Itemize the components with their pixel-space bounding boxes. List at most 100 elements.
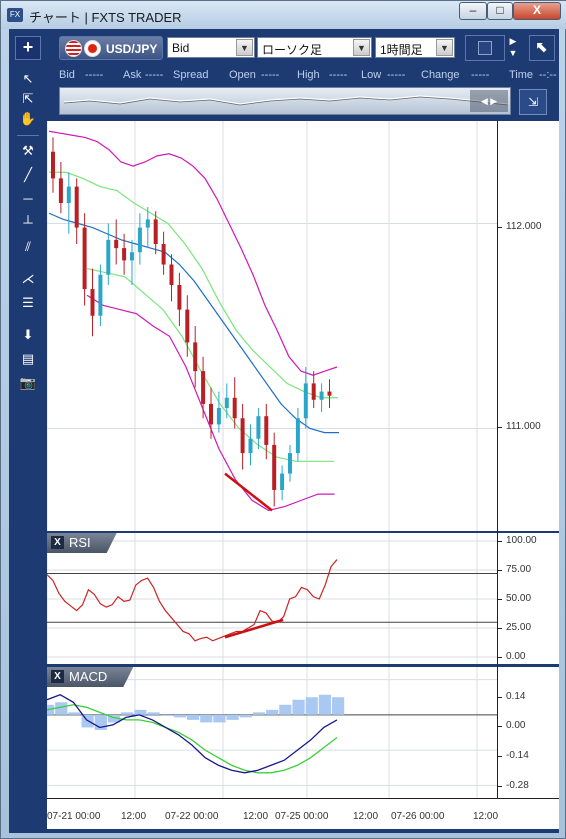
camera-icon[interactable]: 📷 xyxy=(19,375,37,390)
rsi-pane[interactable]: X RSI xyxy=(47,531,497,664)
candle-body xyxy=(201,371,206,404)
hand-icon[interactable]: ✋ xyxy=(19,111,37,126)
macd-line xyxy=(47,693,338,774)
macd-histogram-bar xyxy=(147,712,160,715)
candle-body xyxy=(232,397,237,419)
macd-histogram-bar xyxy=(213,714,226,723)
macd-tab: X MACD xyxy=(47,667,133,687)
candle-body xyxy=(311,383,316,400)
rsi-tick-label: 50.00 xyxy=(506,593,532,604)
close-icon[interactable]: X xyxy=(51,670,64,683)
candle-body xyxy=(90,289,95,316)
macd-axis: 0.14 0.00 -0.14 -0.28 xyxy=(497,665,559,798)
parallel-lines-icon[interactable]: ⫽ xyxy=(25,239,31,254)
symbol-button[interactable]: USD/JPY xyxy=(59,36,163,60)
rsi-axis: 100.00 75.00 50.00 25.00 0.00 xyxy=(497,531,559,664)
bollinger-middle-line xyxy=(48,212,339,434)
macd-pane[interactable]: X MACD xyxy=(47,665,497,798)
rsi-label: RSI xyxy=(69,535,91,550)
tool-divider xyxy=(17,135,39,136)
us-flag-icon xyxy=(65,40,82,57)
zoom-button[interactable]: ⇲ xyxy=(519,89,547,115)
timeframe-value: 1時間足 xyxy=(380,43,423,57)
rsi-tick-label: 100.00 xyxy=(506,535,537,546)
close-icon[interactable]: X xyxy=(51,536,64,549)
tick-mark xyxy=(498,657,502,658)
macd-histogram-bar xyxy=(266,709,279,715)
tick-mark xyxy=(498,628,502,629)
bollinger-upper-line xyxy=(48,130,338,376)
candle-body xyxy=(137,227,142,253)
fibonacci-retracement-icon[interactable]: ☰ xyxy=(22,295,34,310)
price-info-row: Bid ----- Ask ----- Spread Open ----- Hi… xyxy=(57,69,557,83)
list-icon[interactable]: ▤ xyxy=(21,351,35,366)
jp-flag-icon xyxy=(84,40,101,57)
macd-histogram-bar xyxy=(252,712,266,715)
macd-histogram-bar xyxy=(107,714,121,723)
candle-body xyxy=(106,239,111,275)
macd-histogram-bar xyxy=(332,697,345,715)
cursor-icon[interactable]: ↖ xyxy=(22,71,34,86)
download-icon[interactable]: ⬇ xyxy=(22,327,34,342)
macd-label: MACD xyxy=(69,669,108,684)
trend-line xyxy=(224,472,273,512)
candle-body xyxy=(82,227,87,290)
candle-body xyxy=(193,342,198,372)
chevron-down-icon: ▼ xyxy=(353,39,370,56)
add-chart-button[interactable]: + xyxy=(15,36,41,60)
title-bar[interactable]: FX チャート | FXTS TRADER – □ X xyxy=(1,1,566,29)
macd-histogram-bar xyxy=(55,702,68,715)
maximize-button[interactable]: □ xyxy=(487,2,513,20)
pin-icon[interactable]: ⚒ xyxy=(22,143,34,158)
price-chart[interactable] xyxy=(47,121,497,531)
change-value: ----- xyxy=(471,69,490,81)
time-tick-label: 07-25 00:00 xyxy=(275,811,329,822)
navigator-handle[interactable]: ◀ ▶ xyxy=(470,90,508,112)
expand-button[interactable]: ⬉ xyxy=(529,35,555,61)
window-title: チャート | FXTS TRADER xyxy=(29,10,182,25)
high-label: High xyxy=(297,69,320,81)
navigator-sparkline xyxy=(63,95,509,106)
timeframe-select[interactable]: 1時間足 ▼ xyxy=(375,37,455,58)
scroll-arrows-icon[interactable]: ▶ ▼ xyxy=(508,36,518,58)
vertical-line-icon[interactable]: ┴ xyxy=(23,215,33,230)
candle-body xyxy=(272,444,277,490)
macd-histogram-bar xyxy=(160,714,173,716)
price-type-value: Bid xyxy=(172,41,190,55)
chart-navigator[interactable]: ◀ ▶ xyxy=(59,87,511,115)
candle-body xyxy=(130,252,134,261)
macd-histogram-bar xyxy=(187,714,200,720)
tick-mark xyxy=(498,786,502,787)
candle-body xyxy=(153,219,158,244)
macd-tick-label: 0.00 xyxy=(506,720,526,731)
fibonacci-fan-icon[interactable]: ⋌ xyxy=(21,271,35,286)
bid-value: ----- xyxy=(85,69,104,81)
time-tick-label: 07-26 00:00 xyxy=(391,811,445,822)
price-type-select[interactable]: Bid ▼ xyxy=(167,37,255,58)
time-tick-label: 12:00 xyxy=(473,811,499,822)
rsi-chart-svg xyxy=(47,533,497,664)
rsi-tick-label: 25.00 xyxy=(506,622,532,633)
symbol-label: USD/JPY xyxy=(106,42,158,56)
square-icon xyxy=(478,41,492,55)
macd-histogram-bar xyxy=(173,714,186,718)
spread-label: Spread xyxy=(173,69,209,81)
candle-body xyxy=(58,178,63,203)
candle-body xyxy=(256,416,261,439)
trend-line-icon[interactable]: ╱ xyxy=(24,167,32,182)
horizontal-line-icon[interactable]: ─ xyxy=(23,191,33,206)
candle-body xyxy=(264,416,269,445)
close-button[interactable]: X xyxy=(513,2,561,20)
open-label: Open xyxy=(229,69,256,81)
crosshair-cursor-icon[interactable]: ⇱ xyxy=(22,91,34,106)
candle-body xyxy=(224,397,229,408)
chart-type-value: ローソク足 xyxy=(262,43,323,57)
macd-histogram-bar xyxy=(200,714,213,723)
chevron-down-icon: ▼ xyxy=(436,39,453,56)
layout-button[interactable] xyxy=(465,35,505,61)
ask-value: ----- xyxy=(145,69,164,81)
low-label: Low xyxy=(361,69,382,81)
minimize-button[interactable]: – xyxy=(459,2,487,20)
chart-type-select[interactable]: ローソク足 ▼ xyxy=(257,37,372,58)
